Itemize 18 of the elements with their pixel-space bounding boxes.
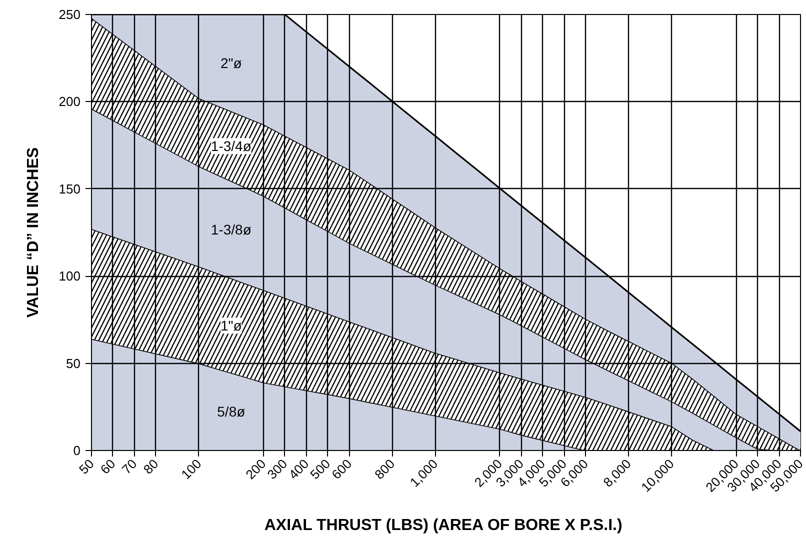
x-tick-label: 100 — [178, 456, 204, 482]
x-tick-label: 800 — [372, 456, 398, 482]
y-tick-label: 0 — [73, 443, 81, 458]
y-tick-label: 150 — [58, 181, 81, 196]
series-label: 2"ø — [220, 54, 242, 71]
x-tick-label: 60 — [97, 456, 118, 478]
series-label: 5/8ø — [217, 404, 246, 420]
x-tick-label: 80 — [140, 456, 162, 478]
y-tick-label: 50 — [66, 356, 81, 371]
series-label: 1-3/8ø — [210, 222, 252, 238]
x-tick-label: 70 — [118, 456, 140, 478]
y-tick-label: 100 — [58, 268, 81, 284]
y-tick-label: 200 — [58, 94, 81, 110]
y-tick-label: 250 — [58, 7, 81, 22]
x-axis-title: AXIAL THRUST (LBS) (AREA OF BORE X P.S.I.) — [264, 516, 622, 534]
y-axis-title: VALUE “D” IN INCHES — [24, 146, 42, 318]
series-label: 1-3/4ø — [210, 138, 252, 154]
series-label: 1"ø — [220, 318, 242, 334]
